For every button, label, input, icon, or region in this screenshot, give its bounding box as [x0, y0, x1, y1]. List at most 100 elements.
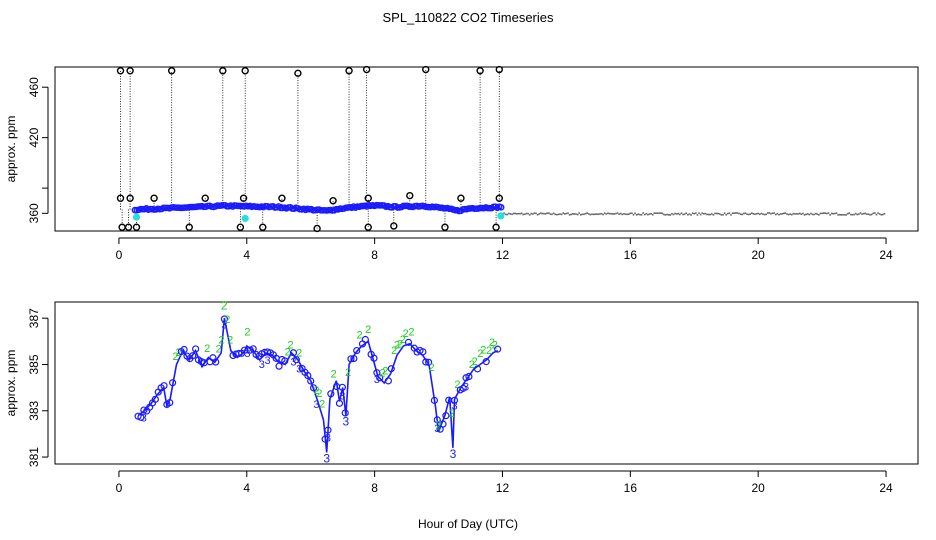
gray-data-point — [671, 212, 673, 215]
outlier-point — [390, 222, 398, 230]
gray-data-point — [648, 213, 651, 215]
gray-data-point — [508, 212, 510, 215]
gray-data-point — [695, 212, 697, 214]
top-x-tick-label: 16 — [624, 248, 638, 262]
gray-data-point — [506, 213, 509, 216]
gray-data-point — [535, 212, 537, 215]
bottom-y-tick-label: 383 — [27, 400, 41, 420]
series-marker — [387, 365, 395, 373]
marker-label-3: 3 — [463, 382, 469, 394]
marker-label-2: 2 — [345, 367, 351, 379]
gray-data-point — [701, 212, 704, 214]
gray-data-point — [720, 214, 723, 216]
marker-label-2: 2 — [480, 345, 486, 357]
marker-label-3: 3 — [290, 356, 296, 368]
gray-data-point — [776, 212, 779, 215]
marker-label-2: 2 — [428, 362, 434, 374]
series-marker — [439, 420, 447, 428]
series-marker — [482, 358, 490, 366]
gray-data-point — [570, 213, 573, 216]
top-x-tick-label: 24 — [879, 248, 893, 262]
outlier-point — [241, 67, 249, 75]
bottom-x-tick-label: 16 — [624, 481, 638, 495]
gray-data-point — [549, 213, 552, 216]
gray-data-point — [762, 213, 764, 215]
cyan-point — [497, 212, 505, 220]
gray-data-point — [728, 212, 731, 214]
gray-data-point — [658, 212, 660, 214]
series-marker — [275, 362, 283, 370]
gray-data-point — [680, 212, 683, 214]
gray-data-point — [784, 212, 787, 214]
gray-data-point — [632, 213, 635, 216]
gray-data-point — [727, 212, 729, 215]
series-marker — [307, 377, 315, 385]
gray-data-point — [519, 212, 521, 215]
gray-data-point — [511, 213, 513, 216]
gray-data-point — [532, 213, 534, 215]
gray-data-point — [626, 213, 628, 216]
marker-label-2: 2 — [454, 379, 460, 391]
top-x-tick-label: 0 — [116, 248, 123, 262]
gray-data-point — [517, 212, 520, 215]
gray-data-point — [595, 213, 598, 215]
gray-data-point — [818, 214, 820, 216]
gray-data-point — [703, 213, 705, 215]
gray-data-point — [536, 213, 539, 216]
gray-data-point — [851, 213, 854, 216]
series-marker — [425, 358, 433, 366]
gray-data-point — [870, 213, 873, 216]
marker-label-2: 2 — [365, 324, 371, 336]
gray-data-point — [736, 212, 739, 214]
gray-data-point — [842, 213, 844, 216]
annotation-label: 2 — [435, 419, 442, 433]
top-y-tick-label: 420 — [27, 127, 41, 147]
gray-data-point — [584, 212, 587, 215]
gray-data-point — [586, 212, 588, 214]
top-x-tick-label: 12 — [496, 248, 510, 262]
gray-data-point — [760, 212, 763, 215]
gray-data-point — [627, 213, 630, 215]
marker-label-3: 3 — [313, 399, 319, 411]
gray-data-point — [819, 212, 822, 215]
gray-data-point — [711, 213, 713, 215]
marker-label-2: 2 — [400, 334, 406, 346]
gray-data-point — [835, 212, 838, 214]
gray-data-point — [543, 212, 545, 215]
gray-data-point — [803, 214, 806, 216]
gray-data-point — [591, 213, 593, 215]
gray-data-point — [832, 212, 835, 215]
series-marker — [324, 426, 332, 434]
gray-data-point — [830, 212, 833, 215]
gray-data-point — [843, 214, 846, 216]
gray-data-point — [554, 213, 557, 216]
gray-data-point — [629, 212, 632, 215]
bottom-x-tick-label: 24 — [879, 481, 893, 495]
gray-data-point — [608, 212, 611, 215]
gray-data-point — [524, 213, 526, 216]
gray-data-point — [528, 214, 531, 216]
outlier-point — [259, 223, 267, 231]
gray-data-point — [706, 213, 708, 216]
gray-data-point — [805, 213, 807, 216]
gray-data-point — [723, 212, 726, 214]
gray-data-point — [557, 213, 560, 216]
gray-data-point — [773, 212, 775, 214]
gray-data-point — [541, 212, 544, 215]
gray-data-point — [589, 213, 592, 216]
gray-data-point — [621, 213, 624, 216]
gray-data-point — [619, 212, 622, 215]
series-marker — [433, 416, 441, 424]
figure-title: SPL_110822 CO2 Timeseries — [382, 10, 554, 25]
series-marker — [338, 383, 346, 391]
gray-data-point — [677, 212, 680, 215]
gray-data-point — [867, 213, 870, 215]
gray-data-point — [552, 212, 555, 215]
series-marker — [494, 345, 502, 353]
gray-data-point — [672, 213, 675, 216]
marker-label-2: 2 — [296, 348, 302, 360]
gray-data-point — [792, 212, 795, 215]
series-marker — [404, 338, 413, 346]
marker-label-2: 2 — [218, 335, 224, 347]
outlier-point — [278, 194, 286, 202]
